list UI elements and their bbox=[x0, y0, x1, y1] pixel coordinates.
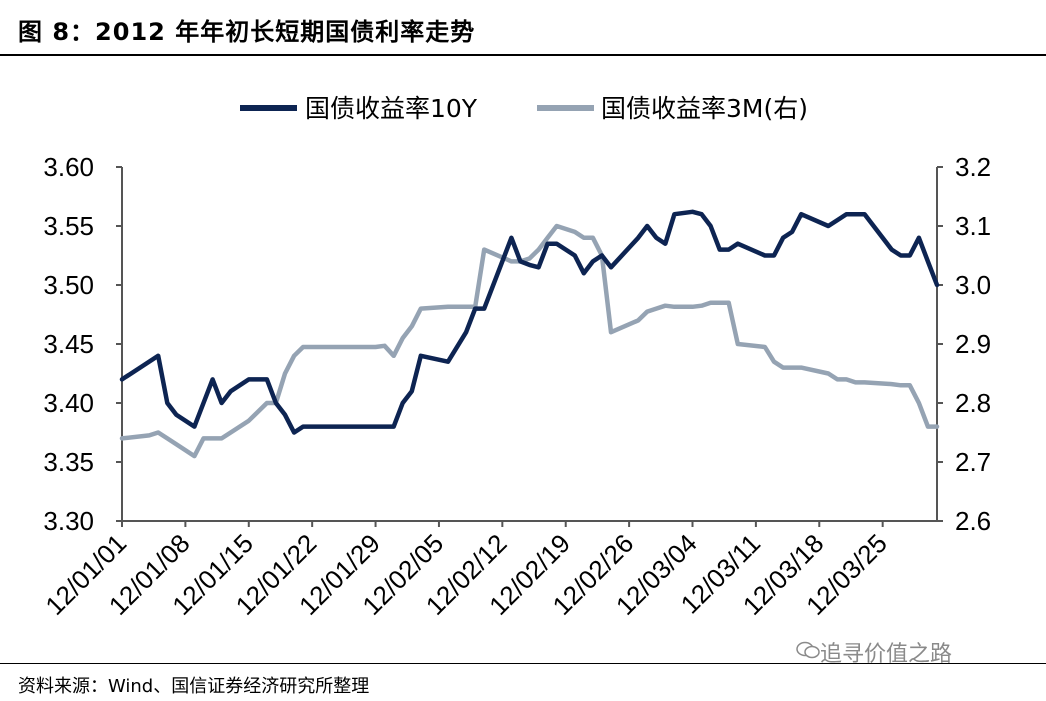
line-chart: 国债收益率10Y 国债收益率3M(右) 3.303.353.403.453.503… bbox=[39, 94, 991, 621]
legend-label-3m: 国债收益率3M(右) bbox=[601, 94, 808, 123]
series-line-10y bbox=[119, 209, 940, 435]
right-tick-label: 3.0 bbox=[955, 270, 991, 300]
left-tick-label: 3.30 bbox=[43, 506, 94, 536]
left-tick-label: 3.45 bbox=[43, 329, 94, 359]
right-tick-label: 2.7 bbox=[955, 447, 991, 477]
left-tick-label: 3.35 bbox=[43, 447, 94, 477]
series-line-3m bbox=[119, 223, 940, 459]
watermark: 追寻价值之路 bbox=[820, 642, 953, 667]
legend: 国债收益率10Y 国债收益率3M(右) bbox=[240, 94, 808, 123]
right-tick-label: 2.6 bbox=[955, 506, 991, 536]
source-note: 资料来源：Wind、国信证券经济研究所整理 bbox=[18, 676, 370, 697]
right-tick-label: 2.9 bbox=[955, 329, 991, 359]
left-axis-ticks: 3.30 3.35 3.40 3.45 3.50 3.55 3.60 bbox=[43, 152, 122, 536]
right-tick-label: 3.2 bbox=[955, 152, 991, 182]
right-tick-label: 2.8 bbox=[955, 388, 991, 418]
left-tick-label: 3.40 bbox=[43, 388, 94, 418]
left-tick-label: 3.50 bbox=[43, 270, 94, 300]
right-axis-ticks: 2.6 2.7 2.8 2.9 3.0 3.1 3.2 bbox=[937, 152, 991, 536]
left-tick-label: 3.60 bbox=[43, 152, 94, 182]
wechat-icon bbox=[796, 641, 820, 659]
legend-label-10y: 国债收益率10Y bbox=[305, 94, 478, 123]
x-axis-ticks: 12/01/0112/01/0812/01/1512/01/2212/01/29… bbox=[39, 521, 893, 621]
series-layer bbox=[119, 209, 940, 459]
left-tick-label: 3.55 bbox=[43, 211, 94, 241]
title-divider bbox=[0, 54, 1046, 56]
right-tick-label: 3.1 bbox=[955, 211, 991, 241]
footer-divider bbox=[0, 663, 1046, 664]
figure-title: 图 8：2012 年年初长短期国债利率走势 bbox=[18, 18, 476, 46]
